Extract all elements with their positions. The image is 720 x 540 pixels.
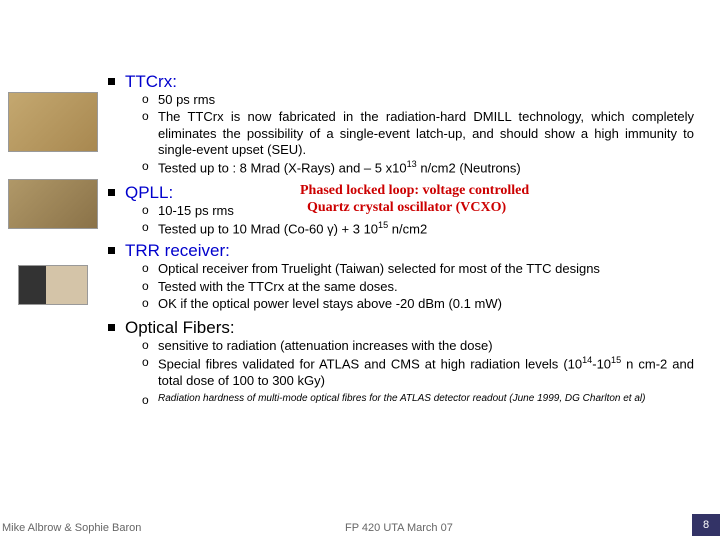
- section-trr: TRR receiver: o Optical receiver from Tr…: [0, 241, 720, 312]
- bullet-square: [108, 78, 115, 85]
- list-item: o Optical receiver from Truelight (Taiwa…: [142, 261, 694, 277]
- item-text: 50 ps rms: [158, 92, 694, 108]
- section-header-trr: TRR receiver:: [0, 241, 720, 261]
- title-trr: TRR receiver:: [125, 241, 230, 261]
- slide-content: TTCrx: o 50 ps rms o The TTCrx is now fa…: [0, 72, 720, 412]
- section-fibers: Optical Fibers: o sensitive to radiation…: [0, 318, 720, 407]
- item-text: Tested up to : 8 Mrad (X-Rays) and – 5 x…: [158, 159, 694, 177]
- bullet-o: o: [142, 109, 158, 124]
- item-text: Optical receiver from Truelight (Taiwan)…: [158, 261, 694, 277]
- list-item: o Tested up to 10 Mrad (Co-60 γ) + 3 101…: [142, 220, 694, 238]
- list-item: o Special fibres validated for ATLAS and…: [142, 355, 694, 389]
- thumb-ttcrx-image: [8, 92, 98, 152]
- bullet-square: [108, 189, 115, 196]
- bullet-o: o: [142, 279, 158, 294]
- thumb-qpll: [8, 179, 98, 229]
- thumb-ttcrx: [8, 92, 98, 152]
- bullet-o: o: [142, 261, 158, 276]
- annotation-line1: Phased locked loop: voltage controlled: [300, 183, 529, 199]
- item-text: OK if the optical power level stays abov…: [158, 296, 694, 312]
- list-item: o 50 ps rms: [142, 92, 694, 108]
- bullet-o: o: [142, 92, 158, 107]
- item-text: Tested with the TTCrx at the same doses.: [158, 279, 694, 295]
- title-ttcrx: TTCrx:: [125, 72, 177, 92]
- bullet-o: o: [142, 203, 158, 218]
- footer-event: FP 420 UTA March 07: [345, 522, 453, 534]
- footnote-item: o Radiation hardness of multi-mode optic…: [142, 393, 694, 407]
- list-item: o Tested with the TTCrx at the same dose…: [142, 279, 694, 295]
- bullet-square: [108, 324, 115, 331]
- sublist-ttcrx: o 50 ps rms o The TTCrx is now fabricate…: [0, 92, 720, 177]
- bullet-o: o: [142, 393, 158, 407]
- bullet-o: o: [142, 159, 158, 174]
- bullet-square: [108, 247, 115, 254]
- bullet-o: o: [142, 355, 158, 370]
- list-item: o OK if the optical power level stays ab…: [142, 296, 694, 312]
- annotation-line2: Quartz crystal oscillator (VCXO): [307, 200, 506, 216]
- thumb-trr-image: [18, 265, 88, 305]
- bullet-o: o: [142, 220, 158, 235]
- list-item: o The TTCrx is now fabricated in the rad…: [142, 109, 694, 158]
- section-header-fibers: Optical Fibers:: [0, 318, 720, 338]
- item-text: Special fibres validated for ATLAS and C…: [158, 355, 694, 389]
- thumb-trr: [8, 265, 98, 305]
- item-text: The TTCrx is now fabricated in the radia…: [158, 109, 694, 158]
- section-ttcrx: TTCrx: o 50 ps rms o The TTCrx is now fa…: [0, 72, 720, 177]
- page-number-badge: 8: [692, 514, 720, 536]
- item-text: sensitive to radiation (attenuation incr…: [158, 338, 694, 354]
- list-item: o Tested up to : 8 Mrad (X-Rays) and – 5…: [142, 159, 694, 177]
- item-text: Tested up to 10 Mrad (Co-60 γ) + 3 1015 …: [158, 220, 694, 238]
- title-fibers: Optical Fibers:: [125, 318, 235, 338]
- thumb-qpll-image: [8, 179, 98, 229]
- section-header-ttcrx: TTCrx:: [0, 72, 720, 92]
- bullet-o: o: [142, 296, 158, 311]
- title-qpll: QPLL:: [125, 183, 173, 203]
- footer-authors: Mike Albrow & Sophie Baron: [2, 522, 141, 534]
- sublist-trr: o Optical receiver from Truelight (Taiwa…: [0, 261, 720, 312]
- footnote-text: Radiation hardness of multi-mode optical…: [158, 393, 694, 405]
- sublist-fibers: o sensitive to radiation (attenuation in…: [0, 338, 720, 407]
- bullet-o: o: [142, 338, 158, 353]
- section-qpll: QPLL: Phased locked loop: voltage contro…: [0, 183, 720, 238]
- list-item: o sensitive to radiation (attenuation in…: [142, 338, 694, 354]
